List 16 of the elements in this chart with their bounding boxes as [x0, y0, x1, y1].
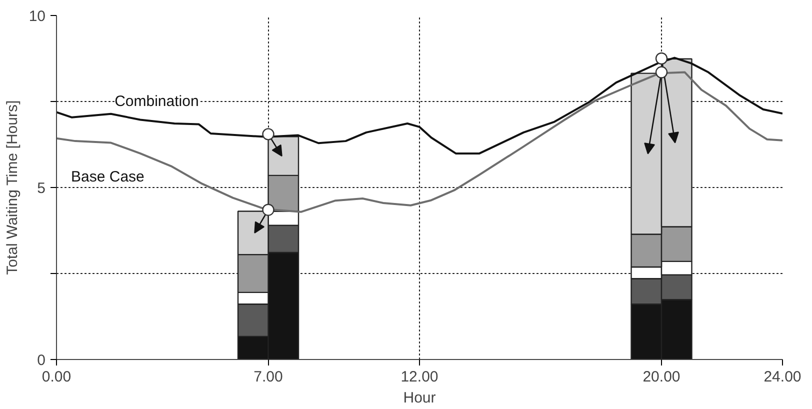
series-label: Combination: [114, 93, 199, 110]
y-tick-label: 5: [37, 180, 46, 197]
x-tick-label: 24.00: [764, 368, 802, 386]
x-axis-title: Hour: [403, 390, 436, 406]
series-label: Base Case: [71, 168, 144, 186]
y-tick-label: 10: [28, 8, 46, 25]
x-tick-label: 12.00: [400, 368, 438, 386]
x-tick-label: 0.00: [42, 368, 72, 386]
point: [655, 52, 668, 65]
point: [262, 128, 274, 140]
x-tick-label: 20.00: [642, 368, 680, 386]
x-tick-label: 7.00: [254, 368, 283, 386]
y-tick-label: 0: [37, 352, 46, 369]
point: [655, 66, 668, 78]
y-axis-title: Total Waiting Time [Hours]: [4, 100, 21, 275]
point: [262, 204, 274, 216]
